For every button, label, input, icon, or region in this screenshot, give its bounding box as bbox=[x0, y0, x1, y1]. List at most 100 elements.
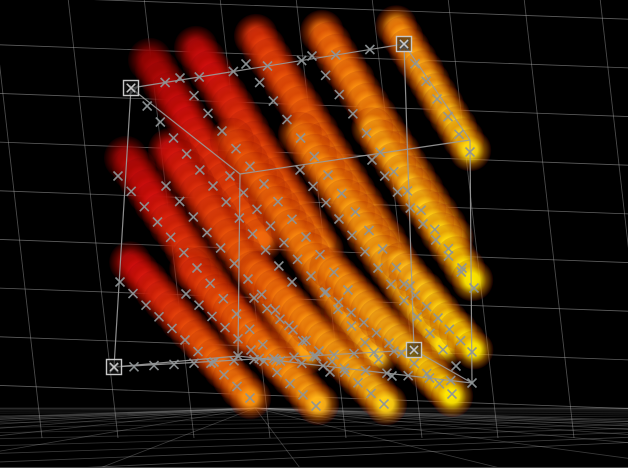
cross-marker bbox=[188, 211, 199, 223]
cross-marker bbox=[205, 278, 216, 289]
cross-marker bbox=[365, 388, 377, 399]
cross-marker bbox=[244, 161, 256, 172]
cross-marker bbox=[432, 312, 444, 324]
cross-marker bbox=[258, 356, 270, 367]
cross-marker bbox=[292, 254, 303, 265]
cross-marker bbox=[421, 301, 432, 312]
cross-marker bbox=[232, 350, 244, 362]
cross-marker bbox=[339, 367, 351, 378]
cross-marker bbox=[320, 70, 331, 81]
handle-top-left[interactable] bbox=[122, 79, 140, 97]
cross-marker bbox=[417, 218, 429, 230]
cross-marker bbox=[328, 349, 340, 360]
cross-marker bbox=[424, 373, 435, 384]
cross-marker bbox=[360, 365, 371, 376]
cross-marker bbox=[245, 344, 257, 356]
cross-marker bbox=[320, 197, 332, 208]
cross-marker bbox=[430, 234, 441, 246]
handle-bottom-left[interactable] bbox=[105, 358, 123, 376]
cross-marker bbox=[268, 95, 279, 107]
cross-marker bbox=[368, 347, 380, 358]
cross-marker bbox=[205, 358, 217, 369]
cross-marker bbox=[310, 400, 322, 412]
handle-x-icon bbox=[109, 362, 119, 372]
cross-marker bbox=[244, 324, 255, 335]
cross-marker bbox=[431, 93, 443, 105]
cross-marker bbox=[193, 300, 205, 311]
cross-marker bbox=[201, 227, 213, 238]
cross-marker bbox=[247, 228, 258, 240]
cross-marker bbox=[231, 308, 242, 320]
cross-marker bbox=[339, 363, 350, 374]
cross-marker bbox=[445, 375, 456, 386]
cross-marker bbox=[456, 266, 467, 278]
cross-marker bbox=[300, 335, 312, 346]
cross-marker bbox=[251, 204, 263, 215]
cross-marker bbox=[180, 288, 192, 300]
cross-marker bbox=[260, 244, 271, 256]
bounding-box-handles[interactable] bbox=[105, 35, 423, 376]
cross-marker bbox=[379, 170, 390, 182]
cross-marker bbox=[244, 392, 256, 404]
cross-marker bbox=[191, 262, 203, 274]
cross-marker bbox=[286, 276, 298, 288]
cross-marker bbox=[230, 143, 242, 154]
cross-marker bbox=[148, 360, 160, 371]
cross-marker bbox=[398, 278, 410, 290]
cross-marker bbox=[307, 181, 319, 192]
cross-marker bbox=[206, 311, 218, 322]
cross-marker bbox=[366, 154, 378, 166]
cross-marker bbox=[126, 186, 137, 197]
cross-marker bbox=[202, 108, 214, 119]
cross-marker bbox=[375, 147, 386, 158]
cross-marker bbox=[240, 58, 252, 70]
cross-marker bbox=[446, 388, 458, 400]
cross-marker bbox=[300, 231, 312, 243]
cross-marker bbox=[178, 247, 189, 258]
cross-marker bbox=[273, 260, 284, 272]
cross-marker bbox=[377, 243, 388, 255]
cross-marker bbox=[128, 361, 140, 372]
cross-marker bbox=[208, 356, 220, 368]
cross-marker bbox=[450, 360, 462, 372]
cross-marker bbox=[322, 169, 334, 181]
cross-marker bbox=[421, 368, 432, 379]
cross-marker bbox=[378, 398, 390, 410]
handle-top-right[interactable] bbox=[395, 35, 413, 53]
cross-marker bbox=[112, 170, 124, 182]
cross-marker bbox=[140, 300, 152, 311]
cross-marker bbox=[429, 224, 440, 235]
cross-marker bbox=[306, 50, 318, 62]
cross-marker bbox=[443, 250, 454, 262]
bounding-box-edge bbox=[403, 43, 415, 351]
cross-marker bbox=[294, 164, 306, 176]
cross-marker bbox=[350, 206, 361, 218]
cross-marker bbox=[295, 132, 306, 144]
cross-marker bbox=[444, 324, 455, 335]
cross-marker bbox=[348, 348, 360, 359]
cross-marker bbox=[359, 246, 371, 257]
cross-marker bbox=[416, 205, 427, 216]
cross-marker bbox=[174, 72, 186, 84]
cross-marker bbox=[238, 187, 249, 198]
cross-marker bbox=[296, 55, 307, 66]
cross-marker bbox=[232, 333, 244, 344]
bounding-box-edge bbox=[469, 139, 473, 384]
cross-marker bbox=[402, 185, 413, 196]
cross-marker bbox=[168, 132, 179, 144]
handle-bottom-right[interactable] bbox=[405, 341, 423, 359]
cross-marker bbox=[409, 358, 420, 369]
cross-marker bbox=[320, 286, 332, 298]
cross-marker bbox=[231, 381, 243, 392]
cross-marker bbox=[466, 346, 478, 358]
cross-marker bbox=[455, 335, 466, 346]
cross-marker bbox=[114, 276, 126, 288]
cross-marker bbox=[275, 355, 286, 366]
cross-marker bbox=[388, 166, 399, 177]
cross-marker bbox=[372, 262, 384, 274]
cross-marker bbox=[218, 293, 229, 304]
cross-marker bbox=[456, 262, 468, 274]
ground-plane-grid bbox=[0, 407, 628, 467]
